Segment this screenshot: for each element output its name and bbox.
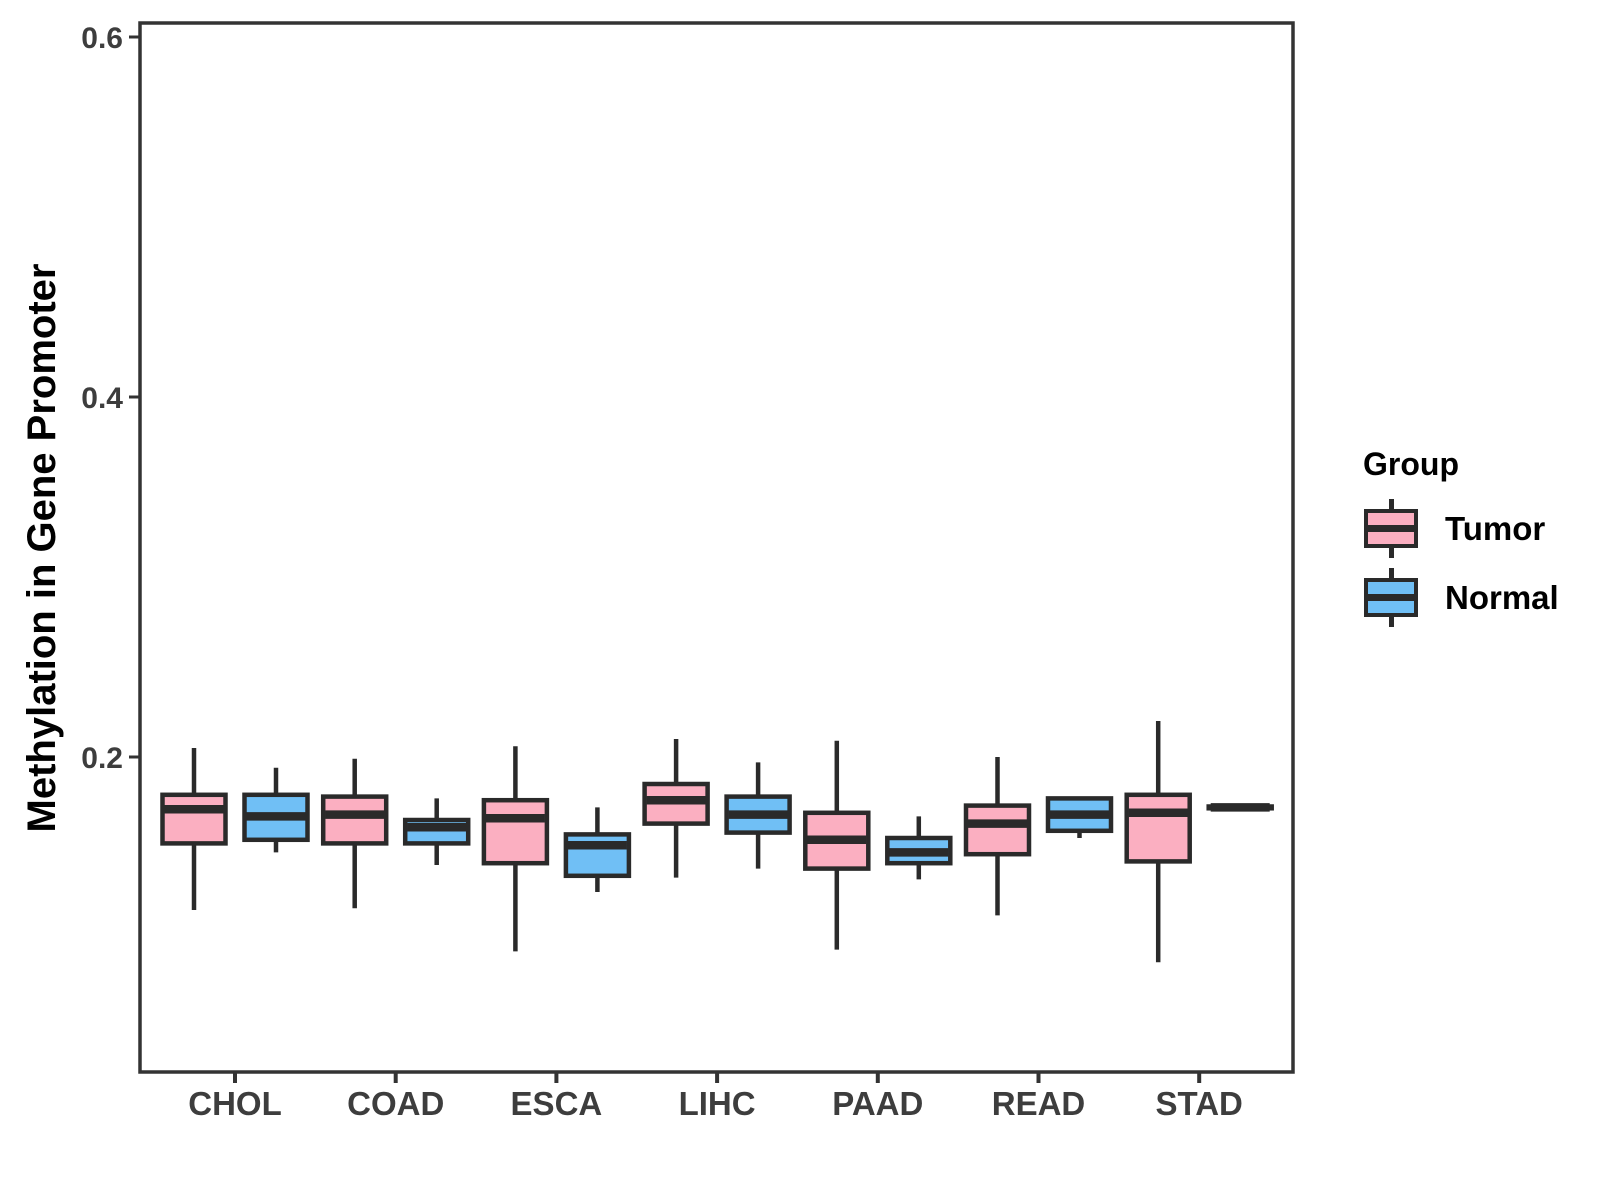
panel-border [138,21,1295,1074]
y-tick-label: 0.6 [81,22,123,55]
key-whisker-top [1388,499,1394,509]
key-box [1364,578,1418,617]
legend-row-normal: Normal [1363,568,1559,627]
boxplot-box-stad-tumor [1124,792,1192,864]
boxplot-box-coad-tumor [320,794,389,846]
x-tick-label: COAD [347,1085,444,1122]
tumor-boxplot-key-icon [1363,499,1419,558]
legend-row-tumor: Tumor [1363,499,1559,558]
legend-label-normal: Normal [1445,578,1559,616]
key-whisker-bottom [1388,548,1394,558]
legend-label-tumor: Tumor [1445,509,1546,547]
boxplot-box-esca-normal [563,832,632,879]
x-tick-label: LIHC [679,1085,756,1122]
legend-title: Group [1363,446,1459,482]
x-tick-label: ESCA [511,1085,603,1122]
x-tick-label: STAD [1156,1085,1243,1122]
y-tick-label: 0.2 [81,742,123,775]
key-whisker-top [1388,568,1394,578]
key-whisker-bottom [1388,617,1394,627]
key-median [1368,525,1414,532]
boxplot-box-read-tumor [963,803,1032,857]
normal-boxplot-key-icon [1363,568,1419,627]
key-box [1364,509,1418,548]
x-tick-label: PAAD [832,1085,923,1122]
y-tick-label: 0.4 [81,382,123,415]
legend: Group Tumor Normal [1363,446,1559,627]
y-axis-title: Methylation in Gene Promoter [20,264,64,833]
boxplot-box-esca-tumor [481,797,550,866]
x-tick-label: CHOL [188,1085,282,1122]
key-median [1368,594,1414,601]
boxplot-box-chol-tumor [160,792,228,846]
x-tick-label: READ [992,1085,1086,1122]
